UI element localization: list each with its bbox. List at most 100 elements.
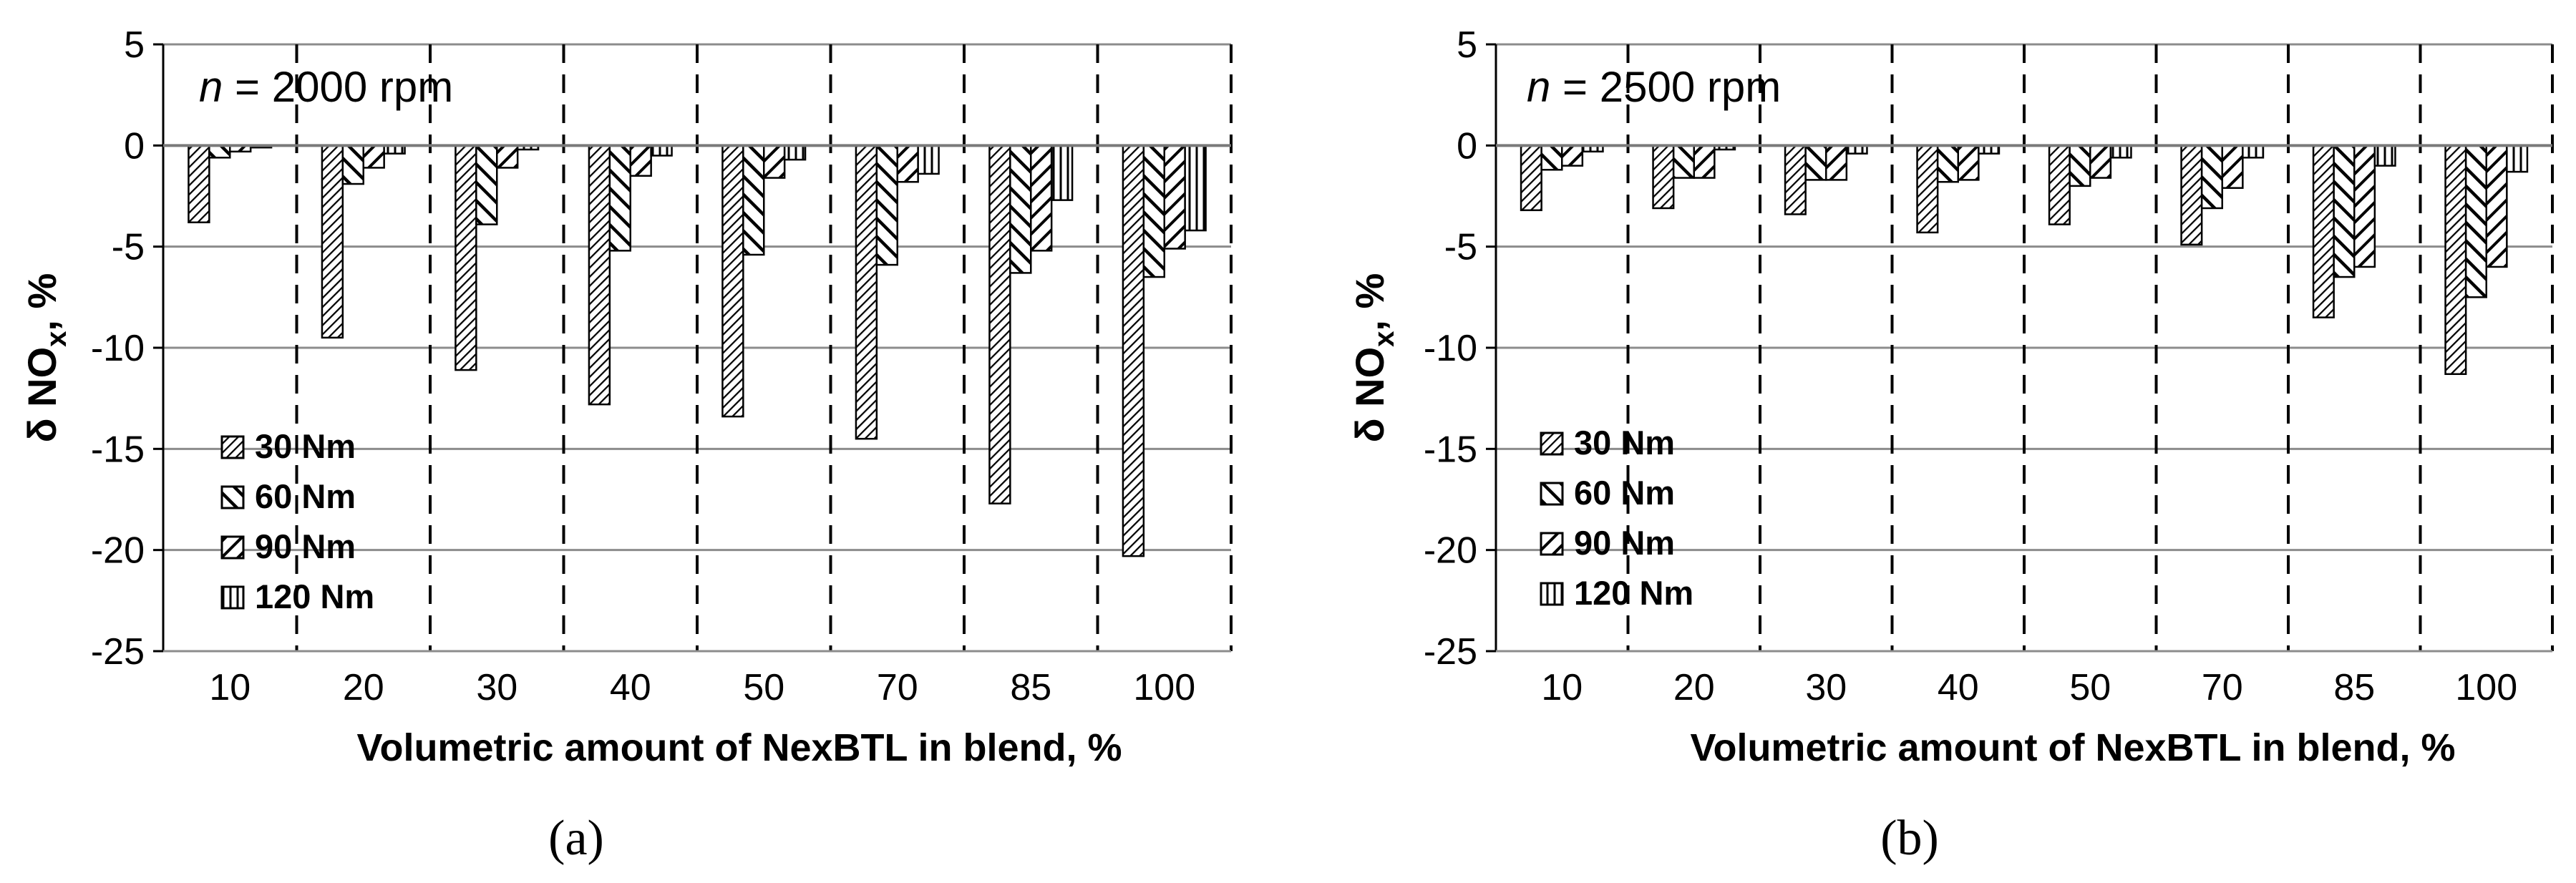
- bar-30-nm-100: [1122, 145, 1145, 557]
- bar-90-nm-100: [2485, 145, 2508, 268]
- x-tick-label: 30: [476, 667, 517, 708]
- legend-label: 30 Nm: [1574, 424, 1675, 462]
- bar-60-nm-10: [208, 145, 231, 159]
- x-tick-label: 50: [743, 667, 784, 708]
- legend-label: 60 Nm: [1574, 474, 1675, 512]
- bar-90-nm-50: [2089, 145, 2112, 179]
- axes: [1486, 43, 2552, 653]
- bar-90-nm-70: [896, 145, 919, 183]
- x-tick-label: 40: [610, 667, 651, 708]
- x-tick-label: 70: [877, 667, 918, 708]
- legend-swatch: [1540, 431, 1564, 456]
- y-tick-label: -5: [112, 227, 145, 268]
- x-tick-label: 40: [1938, 667, 1979, 708]
- bar-60-nm-70: [875, 145, 899, 266]
- x-tick-label: 70: [2202, 667, 2243, 708]
- x-tick-label: 20: [1673, 667, 1715, 708]
- y-tick-label: -15: [1424, 429, 1477, 470]
- y-tick-label: -5: [1444, 227, 1477, 268]
- x-tick-label: 20: [343, 667, 384, 708]
- x-tick-label: 30: [1805, 667, 1847, 708]
- y-tick-label: -20: [1424, 530, 1477, 572]
- x-tick-label: 100: [1133, 667, 1195, 708]
- bar-30-nm-20: [1652, 145, 1675, 210]
- bars: [188, 145, 1207, 557]
- y-axis-title: δ NOx, %: [1347, 273, 1400, 443]
- speed-annotation: n = 2000 rpm: [199, 63, 453, 111]
- y-tick-label: -10: [1424, 328, 1477, 369]
- bar-120-nm-40: [650, 145, 673, 157]
- panel-label: (a): [548, 811, 604, 866]
- bar-120-nm-85: [1050, 145, 1074, 201]
- legend-swatch: [1540, 482, 1564, 506]
- legend-swatch: [220, 435, 245, 459]
- y-tick-labels: 5 0 -5 -10 -15 -20 -25: [1424, 24, 1477, 673]
- x-tick-label: 85: [2333, 667, 2375, 708]
- speed-annotation: n = 2500 rpm: [1527, 63, 1781, 111]
- bar-90-nm-85: [2353, 145, 2376, 268]
- x-tick-labels: 10 20 30 40 50 70 85 100: [1541, 667, 2517, 708]
- legend-swatch: [220, 585, 245, 610]
- x-tick-label: 10: [209, 667, 251, 708]
- bar-60-nm-10: [1540, 145, 1563, 171]
- bar-60-nm-30: [1804, 145, 1827, 181]
- chart-panel-b: 50 -5 -10 -15 -20 -25 10 20 30 40 50 70 85 100 n = 2…: [1347, 24, 2554, 866]
- bar-120-nm-100: [1184, 145, 1207, 232]
- bar-60-nm-50: [2069, 145, 2091, 187]
- bar-30-nm-70: [855, 145, 878, 440]
- legend-label: 120 Nm: [1574, 574, 1693, 612]
- bar-30-nm-85: [2312, 145, 2335, 318]
- bar-60-nm-30: [475, 145, 498, 225]
- bar-60-nm-40: [1936, 145, 1960, 183]
- legend-swatch: [1540, 532, 1564, 556]
- bar-60-nm-50: [742, 145, 765, 256]
- x-tick-label: 10: [1541, 667, 1583, 708]
- bar-120-nm-85: [2373, 145, 2396, 167]
- bar-30-nm-70: [2180, 145, 2203, 246]
- legend-swatch: [1540, 582, 1564, 606]
- bar-60-nm-20: [1672, 145, 1696, 179]
- bar-30-nm-30: [1784, 145, 1807, 215]
- y-tick-label: -25: [1424, 631, 1477, 673]
- legend: 30 Nm 60 Nm 90 Nm 120 Nm: [220, 427, 374, 615]
- bar-60-nm-100: [1142, 145, 1166, 278]
- bar-90-nm-20: [362, 145, 385, 169]
- panel-label: (b): [1880, 811, 1939, 866]
- y-tick-labels: 5 0 -5 -10 -15 -20 -25: [91, 24, 145, 673]
- y-tick-label: -20: [91, 530, 145, 572]
- bar-30-nm-20: [321, 145, 344, 339]
- x-tick-label: 100: [2455, 667, 2517, 708]
- bar-60-nm-85: [2333, 145, 2356, 278]
- bar-60-nm-20: [341, 145, 364, 185]
- x-axis-title: Volumetric amount of NexBTL in blend, %: [356, 726, 1122, 769]
- legend-label: 120 Nm: [255, 577, 374, 615]
- bar-90-nm-50: [763, 145, 786, 179]
- bar-90-nm-10: [1561, 145, 1584, 167]
- legend-label: 90 Nm: [255, 527, 356, 565]
- x-tick-label: 50: [2069, 667, 2111, 708]
- bar-30-nm-40: [1916, 145, 1939, 234]
- bar-60-nm-85: [1009, 145, 1032, 274]
- y-tick-label: 0: [1457, 125, 1477, 167]
- bar-30-nm-85: [988, 145, 1011, 504]
- bar-30-nm-100: [2444, 145, 2467, 375]
- axes: [153, 43, 1231, 653]
- bar-120-nm-70: [2242, 145, 2265, 159]
- bar-90-nm-85: [1030, 145, 1053, 252]
- y-axis-title: δ NOx, %: [19, 273, 72, 443]
- legend-label: 90 Nm: [1574, 524, 1675, 562]
- x-tick-label: 85: [1010, 667, 1051, 708]
- y-tick-label: -15: [91, 429, 145, 470]
- y-tick-label: 5: [124, 24, 145, 66]
- bar-90-nm-30: [1825, 145, 1848, 181]
- y-tick-label: -25: [91, 631, 145, 673]
- bar-30-nm-30: [455, 145, 477, 371]
- bar-60-nm-70: [2200, 145, 2224, 210]
- legend-label: 30 Nm: [255, 427, 356, 465]
- legend-swatch: [220, 485, 245, 509]
- bar-30-nm-10: [1520, 145, 1542, 212]
- bar-90-nm-100: [1163, 145, 1186, 250]
- bar-120-nm-100: [2506, 145, 2529, 173]
- bar-60-nm-100: [2464, 145, 2488, 298]
